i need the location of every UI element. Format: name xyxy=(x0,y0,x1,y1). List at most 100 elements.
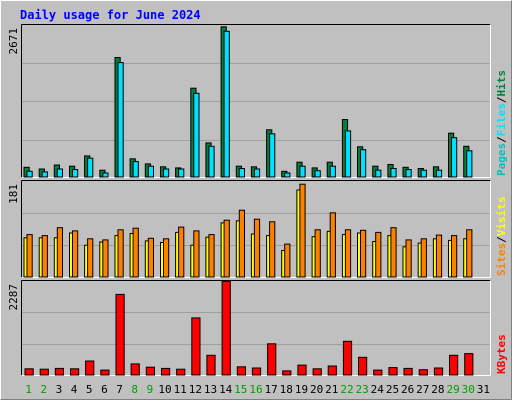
bar-kbytes-day-28 xyxy=(433,367,444,376)
day-label-12: 12 xyxy=(189,383,202,396)
bar-sites-day-4 xyxy=(72,230,79,278)
bar-files-day-27 xyxy=(420,169,427,178)
day-label-16: 16 xyxy=(249,383,262,396)
bar-sites-day-20 xyxy=(314,229,321,278)
bar-kbytes-day-14 xyxy=(221,280,231,376)
day-label-15: 15 xyxy=(234,383,247,396)
legend-separator: / xyxy=(495,236,508,243)
bar-kbytes-day-30 xyxy=(464,353,474,376)
bar-sites-day-18 xyxy=(284,243,291,278)
day-label-8: 8 xyxy=(131,383,138,396)
bar-kbytes-day-19 xyxy=(297,364,307,376)
bar-files-day-30 xyxy=(466,150,473,178)
bar-files-day-29 xyxy=(451,137,458,178)
legend-hits: Hits xyxy=(495,70,508,97)
day-label-3: 3 xyxy=(56,383,63,396)
bar-kbytes-day-11 xyxy=(176,368,186,376)
day-label-21: 21 xyxy=(325,383,338,396)
bar-files-day-26 xyxy=(405,169,412,178)
bar-sites-day-6 xyxy=(102,239,109,278)
bar-kbytes-day-24 xyxy=(373,369,383,376)
day-label-7: 7 xyxy=(116,383,123,396)
day-label-22: 22 xyxy=(340,383,353,396)
chart-title: Daily usage for June 2024 xyxy=(20,8,201,22)
bar-files-day-5 xyxy=(87,157,94,178)
day-label-2: 2 xyxy=(40,383,47,396)
bar-kbytes-day-1 xyxy=(24,368,34,376)
bar-files-day-13 xyxy=(208,145,215,178)
bar-kbytes-day-6 xyxy=(100,369,110,376)
bar-kbytes-day-23 xyxy=(358,356,368,376)
bar-files-day-6 xyxy=(102,172,109,178)
bar-files-day-14 xyxy=(223,30,230,178)
bar-sites-day-27 xyxy=(420,238,427,278)
legend-separator: / xyxy=(495,96,508,103)
legend-sites: Sites xyxy=(495,243,508,276)
day-label-18: 18 xyxy=(280,383,293,396)
bar-files-day-21 xyxy=(329,165,336,178)
day-label-29: 29 xyxy=(446,383,459,396)
bar-files-day-4 xyxy=(72,169,79,178)
bar-kbytes-day-20 xyxy=(312,368,322,376)
bar-files-day-24 xyxy=(375,169,382,178)
day-label-24: 24 xyxy=(371,383,385,396)
bar-files-day-3 xyxy=(56,168,63,178)
visits-sites-legend: Sites/Visits xyxy=(495,197,508,277)
bar-kbytes-day-17 xyxy=(267,343,277,376)
bar-kbytes-day-22 xyxy=(342,340,353,376)
day-label-25: 25 xyxy=(386,383,399,396)
y-max-label: 181 xyxy=(7,184,20,204)
bar-files-day-2 xyxy=(41,171,48,178)
bar-sites-day-19 xyxy=(299,183,306,278)
legend-pages: Pages xyxy=(495,143,508,176)
day-label-17: 17 xyxy=(265,383,278,396)
bar-files-day-23 xyxy=(360,149,367,178)
bar-sites-day-24 xyxy=(375,231,382,278)
bar-sites-day-7 xyxy=(117,229,124,278)
bar-sites-day-14 xyxy=(223,219,230,278)
bar-sites-day-8 xyxy=(132,227,139,278)
bar-sites-day-13 xyxy=(208,234,215,278)
bar-files-day-15 xyxy=(238,168,246,178)
bar-sites-day-30 xyxy=(466,229,473,278)
bar-kbytes-day-16 xyxy=(251,367,262,376)
day-label-23: 23 xyxy=(355,383,368,396)
bar-kbytes-day-15 xyxy=(236,366,247,376)
bar-sites-day-1 xyxy=(26,234,33,278)
day-label-19: 19 xyxy=(295,383,308,396)
legend-separator: / xyxy=(495,136,508,143)
bar-sites-day-2 xyxy=(41,235,48,278)
bar-sites-day-15 xyxy=(238,209,246,278)
bar-files-day-22 xyxy=(344,130,352,178)
bar-sites-day-9 xyxy=(147,237,155,278)
bar-sites-day-29 xyxy=(451,235,458,278)
kbytes-panel: 2287 KBytes xyxy=(7,280,508,376)
bar-kbytes-day-5 xyxy=(85,360,95,376)
y-max-label: 2671 xyxy=(7,28,20,55)
bar-sites-day-21 xyxy=(329,212,336,278)
hits-files-pages-legend: Pages/Files/Hits xyxy=(495,70,508,176)
bar-kbytes-day-12 xyxy=(191,317,201,376)
bar-kbytes-day-2 xyxy=(39,368,49,376)
bar-files-day-10 xyxy=(163,168,170,178)
bar-kbytes-day-29 xyxy=(449,354,459,376)
bar-files-day-1 xyxy=(26,170,33,178)
legend-files: Files xyxy=(495,103,508,136)
day-label-27: 27 xyxy=(416,383,429,396)
y-max-label: 2287 xyxy=(7,284,20,311)
bar-sites-day-26 xyxy=(405,239,412,278)
bar-files-day-20 xyxy=(314,170,321,178)
bar-sites-day-12 xyxy=(193,230,200,278)
day-label-20: 20 xyxy=(310,383,323,396)
bar-files-day-28 xyxy=(435,169,443,178)
bar-sites-day-25 xyxy=(390,227,397,278)
day-label-5: 5 xyxy=(86,383,93,396)
bar-kbytes-day-7 xyxy=(115,293,125,376)
day-label-4: 4 xyxy=(71,383,78,396)
day-label-26: 26 xyxy=(401,383,414,396)
day-label-6: 6 xyxy=(101,383,108,396)
bar-files-day-7 xyxy=(117,62,124,178)
day-label-10: 10 xyxy=(158,383,171,396)
